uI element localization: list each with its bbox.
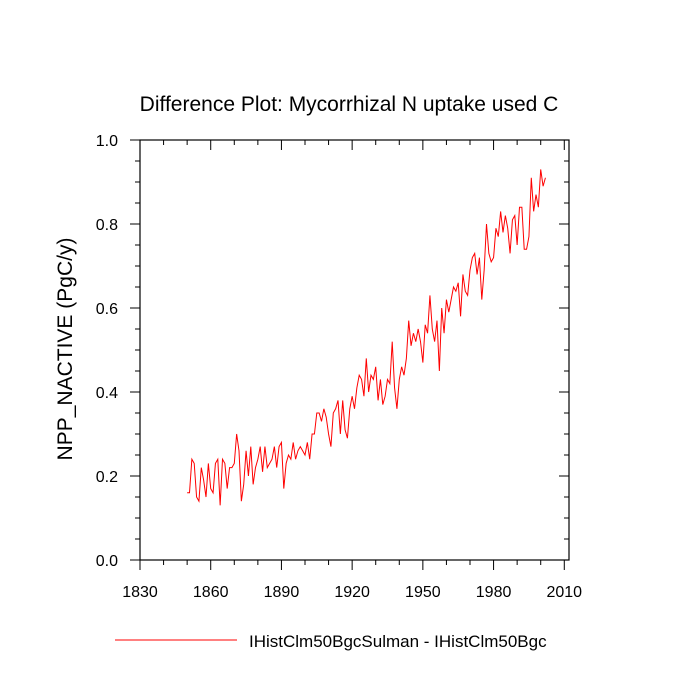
x-tick-label: 1890 bbox=[264, 584, 300, 601]
legend-label: IHistClm50BgcSulman - IHistClm50Bgc bbox=[249, 632, 547, 651]
x-tick-label: 1950 bbox=[405, 584, 441, 601]
plot-frame bbox=[139, 139, 570, 561]
x-tick-label: 1920 bbox=[334, 584, 370, 601]
axis-ticks bbox=[130, 139, 569, 570]
y-tick-label: 1.0 bbox=[96, 133, 118, 150]
x-tick-label: 1980 bbox=[476, 584, 512, 601]
y-tick-label: 0.4 bbox=[96, 385, 118, 402]
y-tick-label: 0.0 bbox=[96, 553, 118, 570]
x-tick-label: 1860 bbox=[193, 584, 229, 601]
axis-tick-labels: 1830 1860 1890 1920 1950 1980 2010 0.0 0.2 0.4 0.6… bbox=[96, 133, 582, 601]
y-tick-label: 0.8 bbox=[96, 217, 118, 234]
x-tick-label: 1830 bbox=[122, 584, 158, 601]
y-axis-label: NPP_NACTIVE (PgC/y) bbox=[54, 238, 77, 461]
x-tick-label: 2010 bbox=[546, 584, 582, 601]
chart-title: Difference Plot: Mycorrhizal N uptake us… bbox=[140, 93, 559, 116]
y-tick-label: 0.2 bbox=[96, 469, 118, 486]
series-line bbox=[187, 169, 546, 506]
y-tick-label: 0.6 bbox=[96, 301, 118, 318]
